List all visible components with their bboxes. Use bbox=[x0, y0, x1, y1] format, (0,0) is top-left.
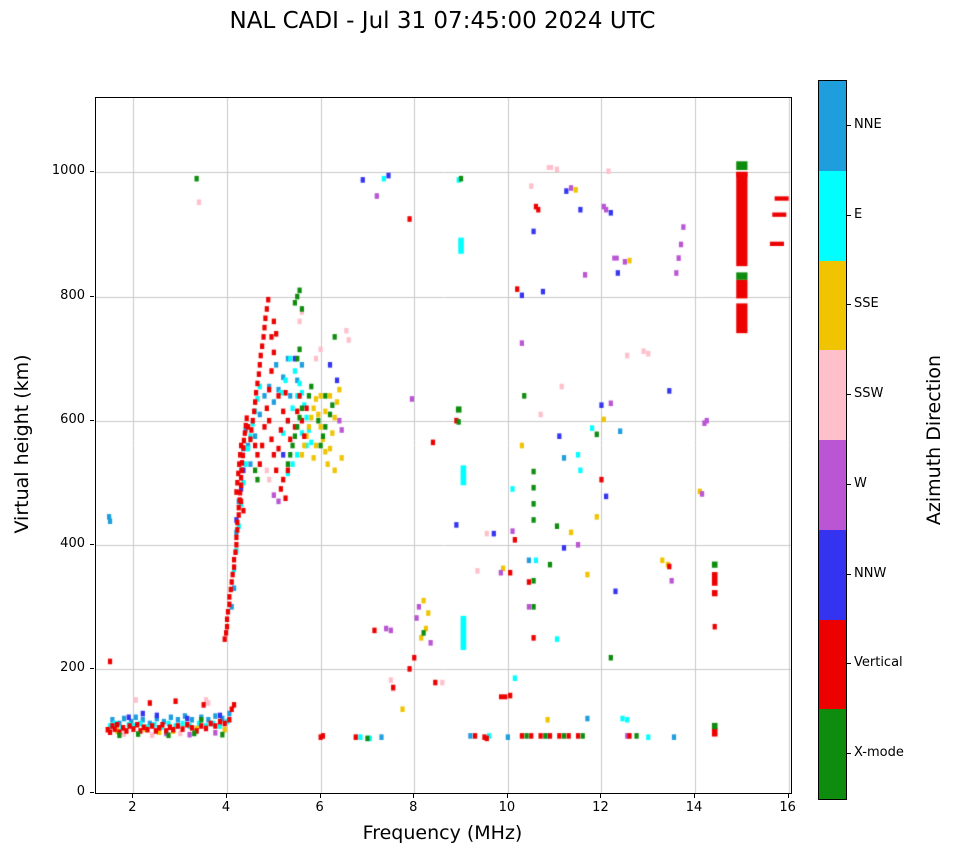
colorbar-segment-x-mode bbox=[819, 709, 846, 799]
colorbar-tick-mark bbox=[847, 663, 851, 665]
ionogram-scatter-canvas bbox=[96, 98, 791, 793]
y-tick-label: 1000 bbox=[51, 163, 85, 179]
colorbar-segment-sse bbox=[819, 260, 846, 351]
y-tick-mark bbox=[90, 667, 94, 669]
x-tick-mark bbox=[600, 794, 602, 798]
colorbar-tick-mark bbox=[847, 483, 851, 485]
x-tick-mark bbox=[694, 794, 696, 798]
x-tick-label: 12 bbox=[592, 800, 609, 815]
y-tick-label: 200 bbox=[60, 659, 85, 675]
colorbar-label-nnw: NNW bbox=[854, 565, 887, 581]
x-tick-mark bbox=[132, 794, 134, 798]
colorbar-tick-mark bbox=[847, 304, 851, 306]
colorbar-label-vertical: Vertical bbox=[854, 655, 903, 671]
colorbar-tick-mark bbox=[847, 394, 851, 396]
x-tick-mark bbox=[319, 794, 321, 798]
x-tick-mark bbox=[787, 794, 789, 798]
x-tick-label: 6 bbox=[315, 800, 324, 815]
colorbar-segment-vertical bbox=[819, 619, 846, 710]
colorbar-label-nne: NNE bbox=[854, 116, 882, 132]
x-axis-label: Frequency (MHz) bbox=[362, 822, 523, 844]
colorbar-tick-mark bbox=[847, 124, 851, 126]
plot-area bbox=[95, 97, 792, 794]
x-tick-label: 2 bbox=[128, 800, 137, 815]
y-tick-mark bbox=[90, 792, 94, 793]
y-tick-label: 800 bbox=[60, 287, 85, 303]
colorbar-label-w: W bbox=[854, 475, 867, 491]
y-tick-mark bbox=[90, 171, 94, 173]
azimuth-colorbar bbox=[818, 80, 847, 800]
colorbar-segment-w bbox=[819, 440, 846, 530]
y-axis-label: Virtual height (km) bbox=[11, 354, 33, 534]
colorbar-label-e: E bbox=[854, 206, 863, 222]
x-tick-label: 14 bbox=[685, 800, 703, 815]
x-tick-label: 4 bbox=[221, 800, 231, 815]
colorbar-label-x-mode: X-mode bbox=[854, 745, 904, 761]
colorbar-label-ssw: SSW bbox=[854, 386, 884, 402]
chart-title: NAL CADI - Jul 31 07:45:00 2024 UTC bbox=[229, 8, 656, 34]
y-tick-label: 0 bbox=[76, 784, 85, 799]
colorbar-tick-mark bbox=[847, 573, 851, 575]
colorbar-segment-e bbox=[819, 170, 846, 261]
x-tick-mark bbox=[413, 794, 415, 798]
y-tick-mark bbox=[90, 295, 94, 297]
colorbar-segment-ssw bbox=[819, 350, 846, 440]
colorbar-segment-nnw bbox=[819, 529, 846, 620]
colorbar-tick-mark bbox=[847, 753, 851, 755]
colorbar-axis-label: Azimuth Direction bbox=[923, 354, 945, 526]
x-tick-label: 8 bbox=[409, 800, 418, 815]
x-tick-mark bbox=[506, 794, 508, 798]
x-tick-label: 16 bbox=[779, 800, 796, 815]
colorbar-label-sse: SSE bbox=[854, 296, 879, 312]
y-tick-mark bbox=[90, 543, 94, 545]
colorbar-segment-nne bbox=[819, 81, 846, 171]
y-tick-mark bbox=[90, 419, 94, 421]
y-tick-label: 600 bbox=[60, 411, 85, 427]
colorbar-tick-mark bbox=[847, 214, 851, 216]
y-tick-label: 400 bbox=[60, 535, 85, 551]
x-tick-label: 10 bbox=[498, 800, 516, 815]
x-tick-mark bbox=[226, 794, 228, 798]
